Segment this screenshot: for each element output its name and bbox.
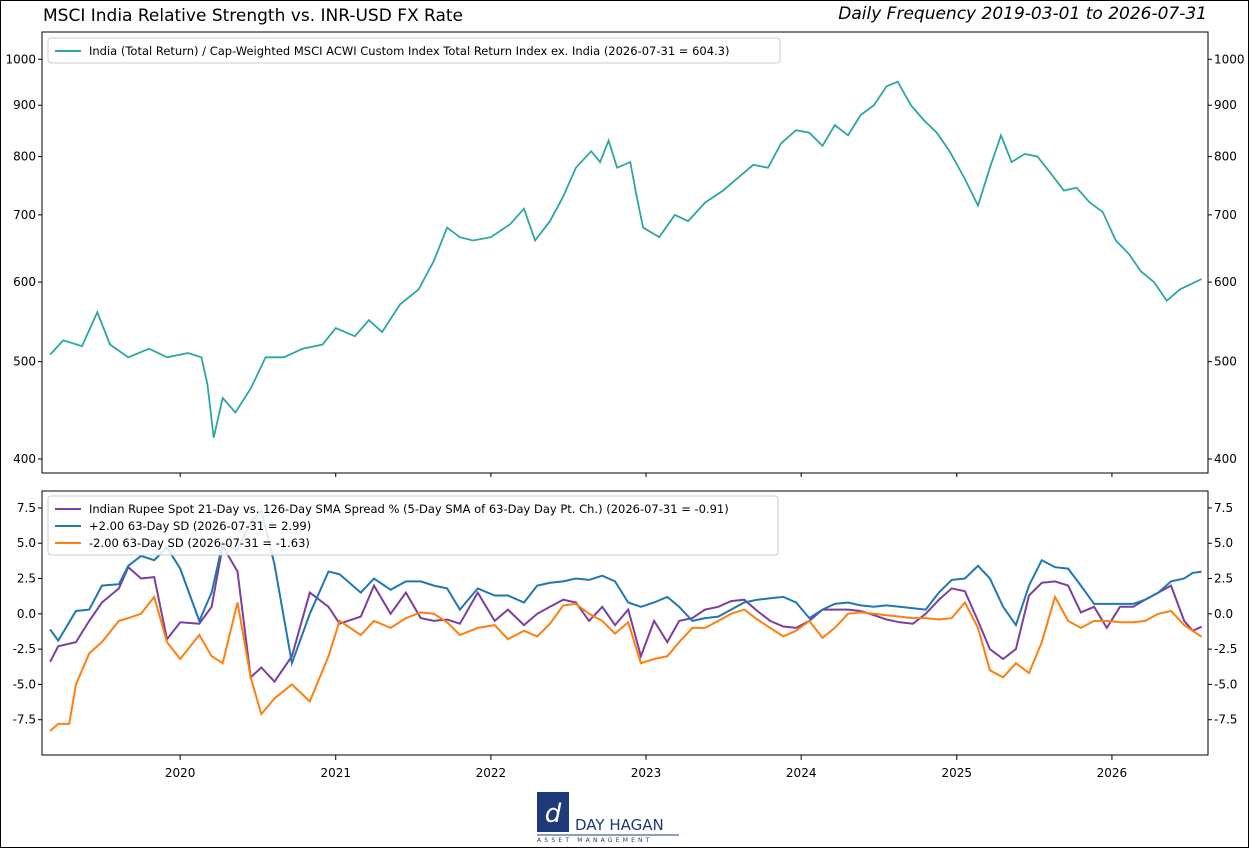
y-tick-label-left: 800 — [13, 150, 36, 164]
company-logo: d DAY HAGAN ASSET MANAGEMENT — [537, 792, 687, 844]
y-tick-label-right: 5.0 — [1214, 536, 1233, 550]
logo-tagline: ASSET MANAGEMENT — [537, 837, 653, 844]
y-tick-label-left: 600 — [13, 275, 36, 289]
logo-name: DAY HAGAN — [575, 816, 664, 834]
y-tick-label-left: 500 — [13, 355, 36, 369]
y-tick-label-right: 600 — [1214, 275, 1237, 289]
logo-monogram-icon: d — [545, 799, 562, 829]
logo-mark: d DAY HAGAN ASSET MANAGEMENT — [537, 792, 679, 844]
y-tick-label-left: -5.0 — [13, 677, 36, 691]
y-tick-label-right: 1000 — [1214, 52, 1245, 66]
chart-subtitle: Daily Frequency 2019-03-01 to 2026-07-31 — [838, 4, 1207, 24]
y-tick-label-right: 900 — [1214, 98, 1237, 112]
y-tick-label-right: -5.0 — [1214, 677, 1237, 691]
y-tick-label-left: 900 — [13, 98, 36, 112]
y-tick-label-right: 7.5 — [1214, 501, 1233, 515]
y-tick-label-right: 500 — [1214, 355, 1237, 369]
rupee-spread-line — [49, 543, 1203, 684]
relative-strength-line — [49, 80, 1202, 438]
y-tick-label-left: 400 — [13, 452, 36, 466]
x-tick-label: 2020 — [165, 766, 196, 780]
y-tick-label-left: 700 — [13, 208, 36, 222]
upper-band-legend-label: +2.00 63-Day SD (2026-07-31 = 2.99) — [89, 519, 311, 533]
top-plot-area — [49, 80, 1202, 438]
logo-block-icon — [537, 792, 569, 832]
x-tick-label: 2023 — [631, 766, 662, 780]
y-tick-label-right: 0.0 — [1214, 607, 1233, 621]
top-panel-frame — [41, 31, 1209, 474]
y-tick-label-right: 400 — [1214, 452, 1237, 466]
legends: India (Total Return) / Cap-Weighted MSCI… — [47, 37, 781, 556]
relative-strength-legend-label: India (Total Return) / Cap-Weighted MSCI… — [89, 44, 730, 58]
x-tick-label: 2025 — [942, 766, 973, 780]
y-tick-label-right: 800 — [1214, 150, 1237, 164]
lower-band-legend-label: -2.00 63-Day SD (2026-07-31 = -1.63) — [89, 536, 310, 550]
y-tick-label-left: -2.5 — [13, 642, 36, 656]
y-tick-label-right: 700 — [1214, 208, 1237, 222]
x-tick-label: 2022 — [476, 766, 507, 780]
y-tick-label-left: 7.5 — [17, 501, 36, 515]
y-tick-label-left: -7.5 — [13, 713, 36, 727]
y-tick-label-left: 0.0 — [17, 607, 36, 621]
rupee-spread-legend-label: Indian Rupee Spot 21-Day vs. 126-Day SMA… — [89, 502, 729, 516]
lower-band-line — [49, 594, 1203, 732]
x-tick-label: 2024 — [786, 766, 817, 780]
y-tick-label-right: 2.5 — [1214, 572, 1233, 586]
chart-title: MSCI India Relative Strength vs. INR-USD… — [43, 6, 464, 26]
x-tick-label: 2021 — [320, 766, 351, 780]
y-tick-label-right: -2.5 — [1214, 642, 1237, 656]
legend-box — [47, 37, 781, 64]
x-tick-label: 2026 — [1097, 766, 1128, 780]
bottom-axes: -7.5 -7.5 -5.0 -5.0 -2.5 -2.5 0.0 0.0 2.5 2.5 5.0 5… — [13, 473, 1237, 780]
top-axes: 400 400 500 500 600 600 700 700 800 800 900 900 1000… — [5, 52, 1244, 466]
legend-box — [47, 495, 779, 556]
y-tick-label-right: -7.5 — [1214, 713, 1237, 727]
y-tick-label-left: 1000 — [5, 52, 36, 66]
y-tick-label-left: 2.5 — [17, 572, 36, 586]
y-tick-label-left: 5.0 — [17, 536, 36, 550]
